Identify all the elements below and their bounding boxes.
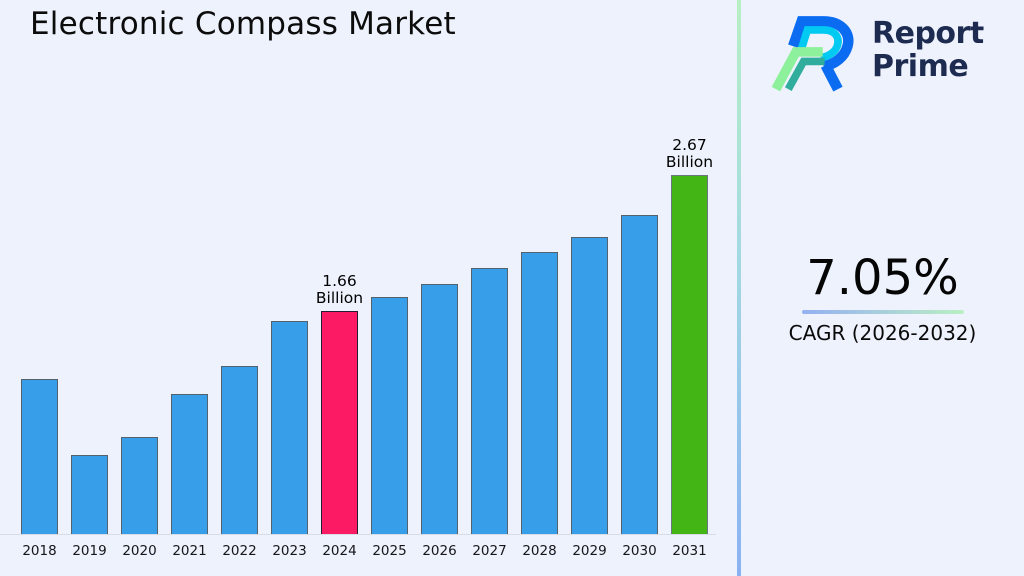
bar-2027 — [471, 268, 508, 534]
x-tick-2027: 2027 — [472, 543, 507, 559]
bar-chart: 2018 2019 2020 2021 2022 2023 2024 2025 2026 2027… — [21, 136, 714, 559]
logo-text-line1: Report — [872, 16, 984, 51]
x-tick-2021: 2021 — [172, 543, 207, 559]
bar-2025 — [371, 297, 408, 534]
bar-2020 — [121, 437, 158, 534]
x-tick-2028: 2028 — [522, 543, 557, 559]
x-tick-2031: 2031 — [672, 543, 707, 559]
x-tick-2018: 2018 — [22, 543, 57, 559]
x-tick-2024: 2024 — [322, 543, 357, 559]
x-tick-2030: 2030 — [622, 543, 657, 559]
cagr-underline — [801, 310, 964, 314]
cagr-label: CAGR (2026-2032) — [788, 321, 977, 345]
x-tick-2020: 2020 — [122, 543, 157, 559]
bar-annotation-2031: 2.67 Billion — [665, 136, 714, 171]
bar-2019 — [71, 455, 108, 534]
x-tick-2025: 2025 — [372, 543, 407, 559]
bar-2023 — [271, 321, 308, 534]
bar-2028 — [521, 252, 558, 534]
cagr-value: 7.05% — [806, 250, 959, 306]
x-tick-2023: 2023 — [272, 543, 307, 559]
x-tick-2026: 2026 — [422, 543, 457, 559]
cagr-panel: 7.05% CAGR (2026-2032) — [741, 252, 1024, 345]
logo-text-line2: Prime — [872, 49, 969, 84]
bar-2030 — [621, 215, 658, 534]
chart-title: Electronic Compass Market — [30, 6, 456, 42]
logo-text: Report Prime — [872, 17, 984, 83]
panel-divider — [737, 0, 741, 576]
bar-annotation-2024: 1.66 Billion — [315, 272, 364, 307]
bar-2029 — [571, 237, 608, 534]
bar-2026 — [421, 284, 458, 534]
report-prime-logo-icon — [771, 16, 854, 92]
bar-2018 — [21, 379, 58, 534]
x-axis-line — [0, 534, 716, 535]
bar-2024 — [321, 311, 358, 534]
report-prime-logo: Report Prime — [768, 8, 984, 92]
bar-2031 — [671, 175, 708, 534]
bar-2021 — [171, 394, 208, 534]
x-tick-2022: 2022 — [222, 543, 257, 559]
bar-2022 — [221, 366, 258, 534]
x-tick-2029: 2029 — [572, 543, 607, 559]
x-tick-2019: 2019 — [72, 543, 107, 559]
